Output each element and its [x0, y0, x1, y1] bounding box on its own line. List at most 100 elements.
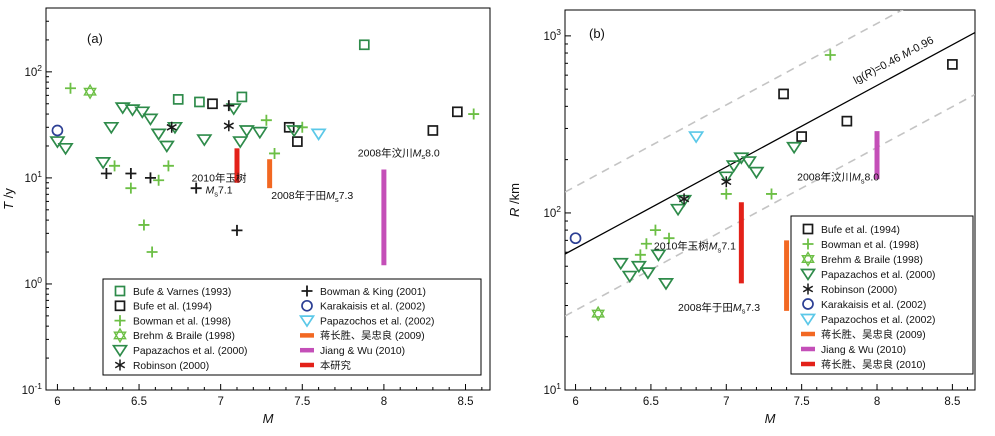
legend-item: Bowman & King (2001)	[301, 285, 426, 298]
axis-ticks	[46, 7, 483, 391]
series-1	[207, 98, 463, 147]
legend: Bufe & Varnes (1993) Bufe et al. (1994) Bo…	[102, 278, 482, 376]
legend-item: Jiang & Wu (2010)	[300, 346, 405, 357]
legend-item: 蒋长胜、吴忠良 (2009)	[801, 328, 926, 341]
x-axis-label: M	[765, 411, 776, 426]
series-5	[166, 120, 234, 133]
legend-item: Karakaisis et al. (2002)	[301, 299, 425, 313]
y-tick-label: 102	[543, 204, 561, 220]
series-3	[612, 141, 803, 291]
x-tick-label: 7.5	[794, 396, 810, 408]
series-2	[64, 82, 480, 258]
legend-label: Bowman et al. (1998)	[821, 240, 919, 251]
legend-item: 蒋长胜、吴忠良 (2009)	[300, 329, 425, 342]
series-2	[591, 305, 606, 322]
legend-label: Bufe & Varnes (1993)	[133, 287, 231, 298]
legend-item: Bufe et al. (1994)	[802, 223, 900, 236]
plot-frame	[45, 7, 491, 391]
series-0	[778, 59, 958, 142]
legend-label: Papazachos et al. (2000)	[133, 346, 247, 357]
legend-label: 蒋长胜、吴忠良 (2010)	[821, 358, 926, 371]
legend-item: Papazochos et al. (2002)	[799, 313, 935, 327]
series-8	[310, 128, 327, 141]
legend-item: Brehm & Braile (1998)	[801, 251, 923, 267]
y-axis-label: R /km	[507, 183, 522, 217]
legend-item: Karakaisis et al. (2002)	[802, 298, 926, 311]
legend-item: 蒋长胜、吴忠良 (2010)	[801, 358, 926, 371]
y-tick-label: 10-1	[22, 381, 43, 397]
legend-item: Papazachos et al. (2000)	[799, 268, 935, 282]
x-axis-label: M	[263, 411, 274, 426]
legend-label: Papazachos et al. (2000)	[821, 270, 935, 281]
legend-label: Bowman & King (2001)	[320, 287, 426, 298]
legend-label: Karakaisis et al. (2002)	[821, 300, 926, 311]
tick-labels: 6 6.5 7 7.5 8 8.5 101 102 103	[543, 27, 960, 408]
legend-label: Papazochos et al. (2002)	[320, 316, 434, 327]
series-3	[83, 83, 97, 100]
annotation: 2008年于田Ms7.3	[678, 301, 760, 316]
x-tick-label: 8	[381, 396, 387, 408]
legend-label: 本研究	[320, 359, 351, 372]
panel-a: 6 6.5 7 7.5 8 8.5 10-1 100 101 102 M T /y 2010年玉树 Ms7…	[0, 0, 497, 431]
x-tick-label: 8.5	[944, 396, 960, 408]
x-tick-label: 8.5	[458, 396, 474, 408]
legend-item: Papazachos et al. (2000)	[111, 344, 247, 358]
legend-label: Bowman et al. (1998)	[133, 316, 231, 327]
x-tick-label: 6.5	[131, 396, 147, 408]
legend-box	[790, 215, 974, 375]
y-tick-label: 100	[24, 275, 42, 291]
legend-item: Bufe & Varnes (1993)	[114, 285, 231, 298]
axis-ticks	[565, 35, 968, 391]
y-tick-label: 101	[543, 381, 561, 397]
tick-labels: 6 6.5 7 7.5 8 8.5 10-1 100 101 102	[22, 63, 474, 408]
legend-label: Robinson (2000)	[821, 285, 897, 296]
panel-b: 6 6.5 7 7.5 8 8.5 101 102 103 M R /km lg(R)=0.46 M-…	[497, 0, 995, 431]
legend-item: Bufe et al. (1994)	[114, 300, 212, 313]
series-4	[49, 102, 303, 170]
series-0	[172, 39, 370, 108]
legend-item: Bowman et al. (1998)	[114, 315, 231, 327]
panel-b-label: (b)	[589, 26, 605, 41]
x-tick-label: 6.5	[643, 396, 659, 408]
legend-label: Brehm & Braile (1998)	[133, 331, 235, 342]
legend-label: Jiang & Wu (2010)	[821, 345, 906, 356]
y-tick-label: 101	[24, 169, 42, 185]
legend-label: Bufe et al. (1994)	[821, 225, 900, 236]
legend-label: Papazochos et al. (2002)	[821, 315, 935, 326]
legend: Bufe et al. (1994) Bowman et al. (1998) Br…	[790, 215, 974, 375]
series-6	[100, 100, 243, 236]
annotation: 2010年玉树Ms7.1	[654, 240, 736, 255]
confidence-band-line	[565, 10, 904, 193]
legend-box	[102, 278, 482, 376]
legend-label: Bufe et al. (1994)	[133, 302, 212, 313]
legend-label: Robinson (2000)	[133, 361, 209, 372]
x-tick-label: 7	[723, 396, 729, 408]
plot-frame	[564, 9, 976, 391]
regression-line	[565, 31, 975, 255]
x-tick-label: 6	[572, 396, 578, 408]
x-tick-label: 6	[54, 396, 60, 408]
x-tick-label: 7	[217, 396, 223, 408]
legend-label: 蒋长胜、吴忠良 (2009)	[821, 328, 926, 341]
x-tick-label: 8	[874, 396, 880, 408]
legend-label: Jiang & Wu (2010)	[320, 346, 405, 357]
legend-item: Bowman et al. (1998)	[802, 238, 919, 251]
fit-lines	[565, 10, 975, 317]
legend-label: Karakaisis et al. (2002)	[320, 302, 425, 313]
legend-label: Brehm & Braile (1998)	[821, 255, 923, 266]
y-tick-label: 102	[24, 63, 42, 79]
legend-item: Robinson (2000)	[802, 283, 897, 296]
legend-item: Robinson (2000)	[114, 359, 209, 372]
panel-a-plot: 6 6.5 7 7.5 8 8.5 10-1 100 101 102 M T /y 2010年玉树 Ms7…	[1, 7, 491, 426]
series-7	[51, 124, 64, 137]
series-5	[569, 232, 582, 245]
panel-a-label: (a)	[87, 31, 103, 46]
annotation: 2008年汶川Ms8.0	[797, 171, 879, 186]
y-axis-label: T /y	[1, 188, 16, 210]
series-6	[688, 131, 705, 144]
legend-item: Jiang & Wu (2010)	[801, 345, 906, 356]
x-tick-label: 7.5	[294, 396, 310, 408]
y-tick-label: 103	[543, 27, 561, 43]
